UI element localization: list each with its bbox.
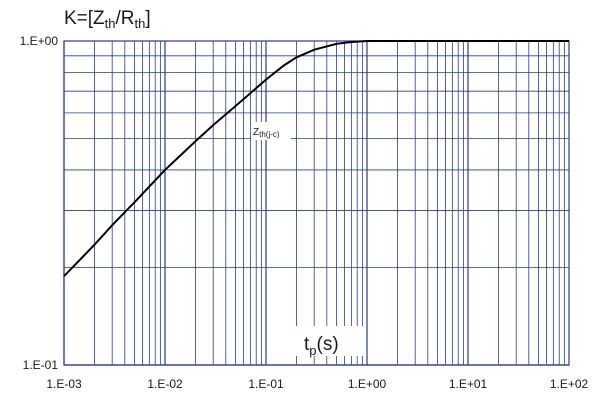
series-annotation-background bbox=[251, 122, 291, 140]
series-line-zth bbox=[63, 40, 569, 277]
x-axis-label: tp(s) bbox=[304, 334, 339, 358]
x-tick-label: 1.E-01 bbox=[248, 377, 284, 391]
xlabel-background bbox=[294, 326, 364, 356]
plot-frame bbox=[63, 40, 570, 366]
x-tick-label: 1.E-03 bbox=[46, 377, 82, 391]
tick-labels: 1.E-03 1.E-02 1.E-01 1.E+00 1.E+01 1.E+02 1.E-… bbox=[20, 34, 589, 391]
x-tick-label: 1.E-02 bbox=[147, 377, 183, 391]
grid-lines bbox=[63, 41, 569, 366]
x-tick-label: 1.E+02 bbox=[550, 377, 589, 391]
y-axis-label: K=[Zth/Rth] bbox=[64, 8, 151, 31]
x-tick-label: 1.E+00 bbox=[348, 377, 387, 391]
series-annotation: Zth(j-c) bbox=[253, 127, 280, 139]
x-tick-label: 1.E+01 bbox=[449, 377, 488, 391]
y-tick-label: 1.E+00 bbox=[20, 34, 59, 48]
y-tick-label: 1.E-01 bbox=[23, 358, 59, 372]
